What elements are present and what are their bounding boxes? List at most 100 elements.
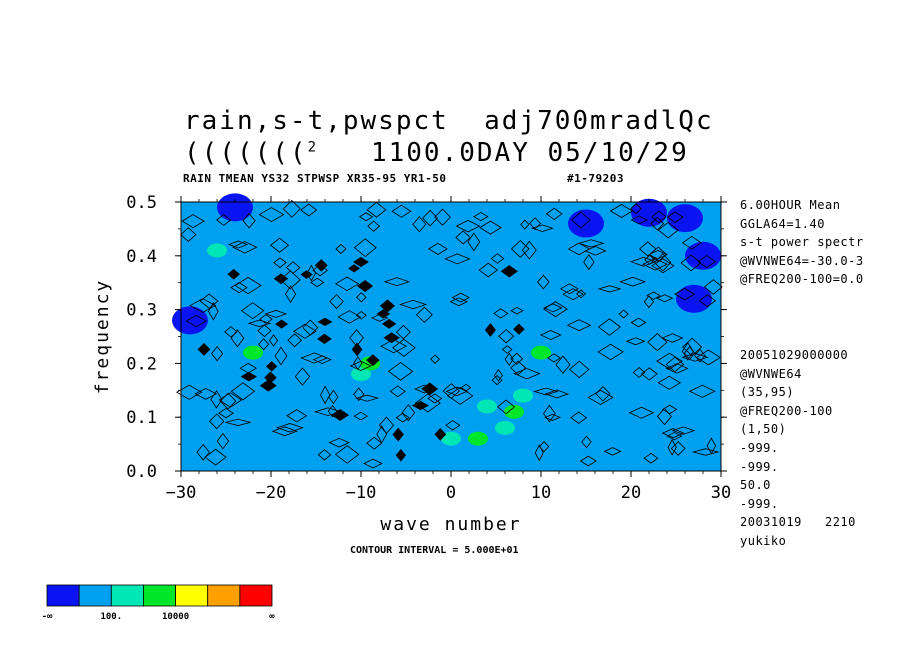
contour-line (661, 333, 684, 343)
contour-line (657, 221, 679, 239)
contour-line (219, 392, 237, 410)
contour-line (240, 302, 265, 320)
contour-line (493, 308, 509, 319)
contour-line (334, 276, 360, 292)
contour-line (681, 352, 709, 362)
contour-patch-mid (441, 431, 461, 446)
contour-line (597, 285, 622, 293)
y-tick-label: 0.5 (126, 193, 157, 213)
contour-line (579, 455, 597, 467)
contour-line (387, 361, 414, 381)
contour-line (497, 399, 516, 415)
contour-line (392, 338, 416, 357)
contour-line (455, 230, 471, 245)
y-axis-label: frequency (92, 279, 113, 395)
contour-filled-diamond (300, 270, 313, 279)
contour-line (395, 324, 411, 340)
colorbar-swatch (78, 584, 112, 607)
contour-line (416, 306, 433, 323)
contour-line (682, 235, 702, 250)
contour-line (691, 448, 720, 456)
side-info-top: 6.00HOUR Mean GGLA64=1.40 s-t power spectr… (740, 196, 864, 289)
contour-line (446, 386, 474, 405)
colorbar-swatch (175, 584, 209, 607)
contour-line (355, 394, 380, 402)
contour-line (646, 291, 661, 300)
contour-line (513, 368, 541, 380)
contour-line (210, 390, 223, 409)
contour-line (175, 384, 203, 400)
side-info-bottom-line: -999. (740, 496, 779, 511)
contour-filled-diamond (366, 354, 380, 367)
contour-line (391, 204, 412, 218)
contour-line (501, 345, 513, 354)
contour-line (442, 383, 460, 399)
colorbar-swatch (110, 584, 144, 607)
contour-line (530, 224, 555, 232)
contour-line (510, 360, 527, 376)
contour-filled-diamond (240, 371, 258, 382)
colorbar-label: 100. (100, 612, 122, 622)
contour-line (644, 254, 656, 265)
contour-line (218, 392, 243, 408)
contour-line (625, 337, 646, 346)
colorbar-swatch (143, 584, 176, 607)
contour-line (682, 337, 703, 357)
contour-line (310, 277, 325, 288)
contour-patch-mid (477, 399, 497, 414)
contour-line (539, 330, 562, 341)
contour-line (218, 408, 234, 419)
contour-filled-diamond (317, 317, 333, 327)
x-axis-label: wave number (380, 514, 521, 535)
title-line2-superscript: 2 (307, 139, 319, 156)
contour-line (581, 435, 592, 449)
contour-line (230, 382, 256, 401)
contour-line (239, 362, 258, 374)
contour-line (234, 276, 262, 295)
contour-patch-low (685, 241, 721, 270)
contour-line (694, 348, 706, 363)
contour-line (609, 204, 634, 218)
side-info-bottom: 20051029000000 @WVNWE64 (35,95) @FREQ200-10… (740, 346, 856, 551)
side-info-bottom-line: yukiko (740, 533, 787, 548)
contour-line (430, 354, 440, 364)
contour-line (412, 216, 427, 233)
contour-line (328, 437, 350, 448)
contour-patch-mid (351, 367, 371, 382)
x-tick-label: −20 (256, 483, 287, 503)
contour-line (656, 294, 674, 303)
contour-line (367, 220, 381, 232)
contour-line (185, 314, 207, 328)
contour-line (650, 216, 665, 231)
contour-line (657, 375, 682, 390)
contour-line (230, 329, 245, 348)
contour-filled-diamond (411, 400, 429, 411)
colorbar-swatch (207, 584, 241, 607)
contour-line (547, 353, 561, 363)
contour-line (275, 423, 304, 433)
contour-filled-diamond (376, 309, 390, 319)
contour-line (334, 445, 360, 464)
contour-line (510, 352, 524, 365)
contour-filled-diamond (273, 273, 289, 285)
contour-line (651, 210, 667, 224)
contour-line (363, 458, 383, 469)
contour-patch-mid (207, 243, 227, 258)
contour-filled-diamond (317, 333, 332, 345)
contour-line (534, 444, 544, 462)
chart-title-line2: (((((((2 1100.0DAY 05/10/29 (184, 138, 689, 168)
contour-filled-diamond (392, 427, 404, 442)
side-info-top-line: 6.00HOUR Mean (740, 198, 841, 212)
contour-filled-diamond (331, 409, 350, 421)
contour-line (264, 309, 288, 318)
contour-line (618, 309, 629, 319)
contour-line (555, 355, 571, 374)
y-tick-label: 0.0 (126, 462, 157, 482)
contour-filled-diamond (381, 318, 397, 329)
contour-line (189, 298, 217, 313)
contour-line (209, 413, 225, 430)
contour-patch-high (468, 431, 488, 446)
contour-line (224, 326, 238, 338)
contour-line (521, 240, 537, 260)
